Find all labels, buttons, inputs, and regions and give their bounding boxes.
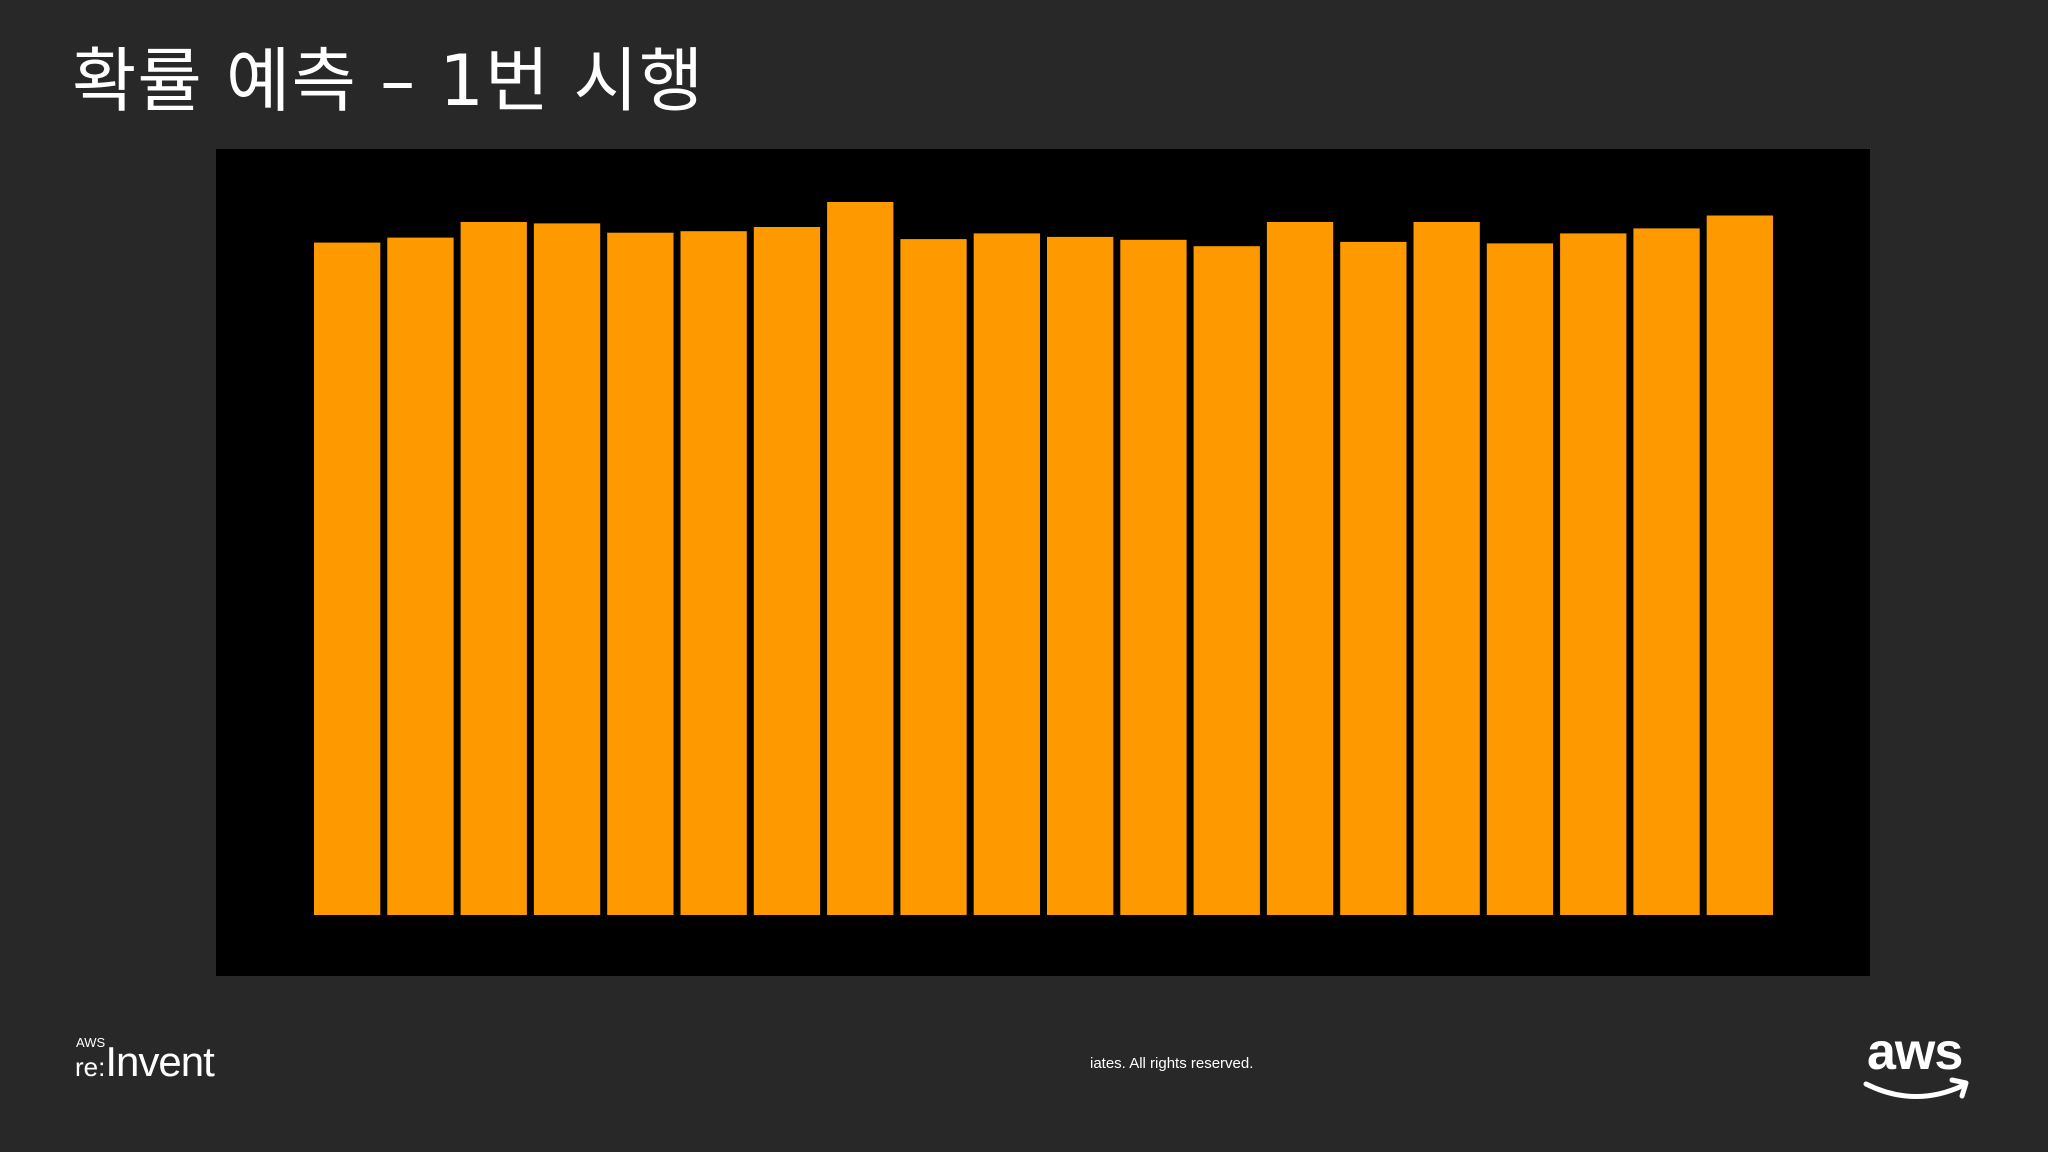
aws-logo: aws	[1862, 1024, 1982, 1110]
bar-chart	[314, 202, 1773, 916]
chart-panel	[216, 149, 1870, 976]
bar-15	[1340, 241, 1407, 915]
bar-11	[1047, 236, 1114, 915]
bar-4	[533, 223, 601, 915]
bar-13	[1193, 246, 1260, 915]
bar-2	[387, 237, 454, 916]
reinvent-logo: AWS re:Invent	[75, 1032, 235, 1084]
slide-title: 확률 예측 – 1번 시행	[72, 40, 705, 122]
bar-18	[1560, 233, 1627, 915]
bar-17	[1486, 243, 1554, 915]
bar-6	[680, 231, 747, 915]
bar-19	[1633, 228, 1700, 915]
aws-smile-icon	[1863, 1077, 1969, 1099]
copyright-notice: iates. All rights reserved.	[1090, 1055, 1254, 1072]
reinvent-logo-aws-text: AWS	[76, 1035, 106, 1050]
bar-12	[1120, 239, 1187, 916]
bar-8	[827, 202, 894, 915]
bar-5	[607, 232, 674, 915]
bar-20	[1706, 215, 1773, 915]
bar-1	[314, 242, 381, 916]
bar-10	[973, 233, 1040, 915]
bar-9	[900, 239, 967, 916]
reinvent-logo-wordmark: re:Invent	[75, 1038, 215, 1089]
reinvent-logo-re: re:	[75, 1052, 106, 1082]
bar-16	[1413, 222, 1480, 915]
reinvent-logo-invent: Invent	[105, 1038, 214, 1085]
bar-7	[753, 227, 821, 915]
aws-logo-text: aws	[1867, 1023, 1963, 1081]
bar-3	[460, 222, 527, 915]
bar-14	[1266, 222, 1334, 915]
